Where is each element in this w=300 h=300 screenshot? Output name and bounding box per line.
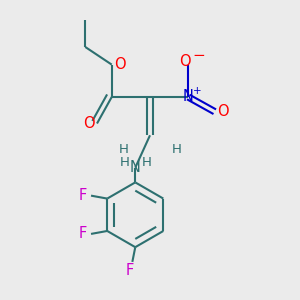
Text: O: O — [217, 104, 229, 119]
Text: H: H — [172, 143, 182, 157]
Text: H: H — [142, 156, 152, 169]
Text: O: O — [179, 54, 191, 69]
Text: N: N — [130, 160, 141, 175]
Text: F: F — [79, 226, 87, 242]
Text: O: O — [83, 116, 94, 131]
Text: +: + — [194, 85, 202, 95]
Text: O: O — [114, 57, 126, 72]
Text: F: F — [79, 188, 87, 203]
Text: H: H — [118, 143, 128, 157]
Text: F: F — [125, 262, 134, 278]
Text: N: N — [183, 89, 194, 104]
Text: H: H — [120, 156, 130, 169]
Text: −: − — [192, 48, 205, 63]
